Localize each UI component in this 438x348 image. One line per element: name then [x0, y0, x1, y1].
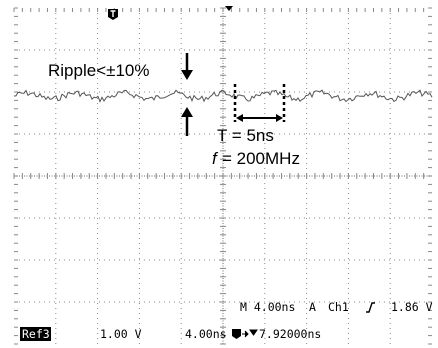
timebase: M 4.00ns: [240, 300, 295, 314]
reference: Ref3: [22, 327, 50, 341]
frequency-label: = 200MHz: [222, 149, 300, 168]
trigger-mode: A: [309, 300, 316, 314]
background: [0, 0, 438, 348]
ripple-label: Ripple<±10%: [48, 61, 149, 80]
trigger-level: 1.86 V: [391, 300, 433, 314]
trigger-position: 7.92000ns: [259, 327, 321, 341]
period-label: T = 5ns: [217, 126, 274, 145]
volts-per-div: 1.00 V: [100, 327, 142, 341]
scope-screen: Ripple<±10% T = 5ns f = 200MHz M 4.00ns …: [0, 0, 438, 348]
time-per-div: 4.00ns: [185, 327, 227, 341]
trigger-source: Ch1: [328, 300, 349, 314]
